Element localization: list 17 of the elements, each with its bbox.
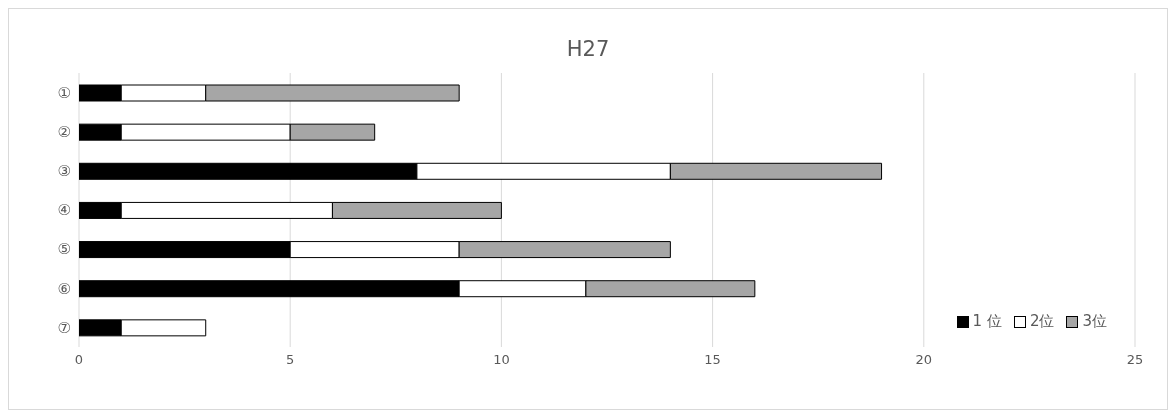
legend-label: 2位: [1029, 312, 1055, 331]
chart-title: H27: [565, 37, 611, 63]
x-tick-label: 25: [1126, 352, 1144, 368]
y-tick-label: ⑦: [57, 318, 71, 337]
x-tick-label: 20: [915, 352, 933, 368]
x-tick-label: 0: [74, 352, 84, 368]
x-tick-label: 10: [493, 352, 510, 368]
y-tick-label: ⑤: [57, 240, 71, 259]
x-tick-label: 5: [286, 352, 295, 368]
y-tick-label: ⑥: [57, 279, 71, 298]
y-tick-label: ①: [57, 83, 71, 102]
legend-label: 1 位: [972, 312, 1002, 331]
legend-label: 3位: [1082, 312, 1107, 331]
x-tick-label: 15: [704, 352, 721, 368]
y-tick-label: ②: [57, 123, 71, 142]
y-tick-label: ③: [57, 162, 71, 181]
y-tick-label: ④: [57, 201, 71, 220]
